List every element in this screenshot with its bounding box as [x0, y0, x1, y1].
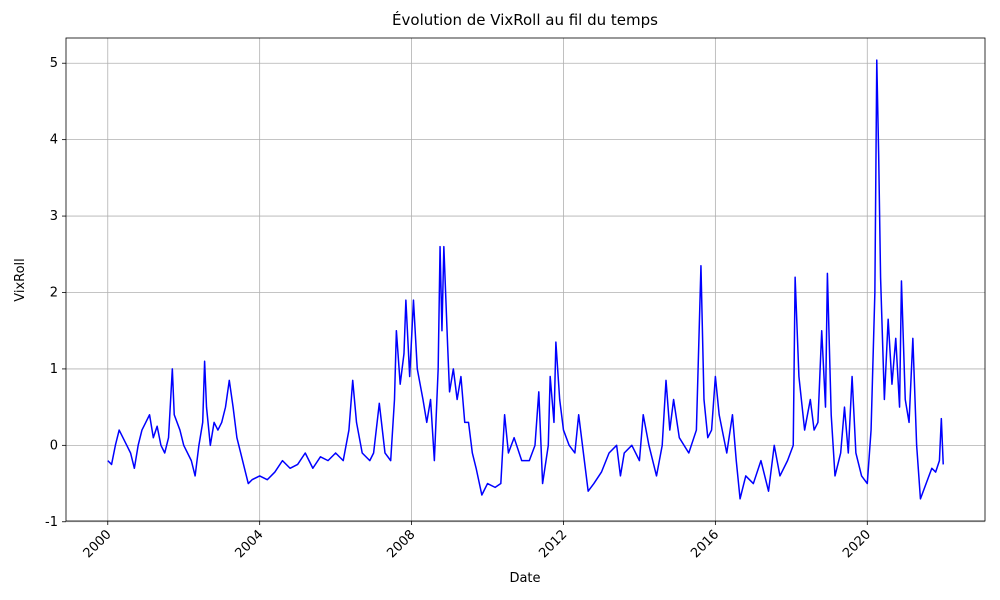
y-tick-label: 2 [50, 285, 58, 300]
x-tick-label: 2016 [688, 527, 722, 561]
y-tick-label: 1 [50, 362, 58, 377]
x-tick-label: 2012 [536, 527, 570, 561]
y-axis-label: VixRoll [13, 258, 28, 302]
chart-title: Évolution de VixRoll au fil du temps [392, 10, 658, 29]
y-tick-label: 5 [50, 56, 58, 71]
y-tick-label: -1 [45, 515, 58, 530]
x-tick-label: 2020 [840, 527, 874, 561]
x-tick-label: 2000 [81, 527, 115, 561]
x-axis-label: Date [509, 571, 540, 586]
y-tick-label: 3 [50, 209, 58, 224]
x-tick-label: 2004 [232, 527, 266, 561]
data-line [107, 59, 944, 500]
x-tick-label: 2008 [384, 527, 418, 561]
y-tick-label: 0 [50, 438, 58, 453]
plot-frame [65, 37, 986, 522]
y-tick-label: 4 [50, 133, 58, 148]
